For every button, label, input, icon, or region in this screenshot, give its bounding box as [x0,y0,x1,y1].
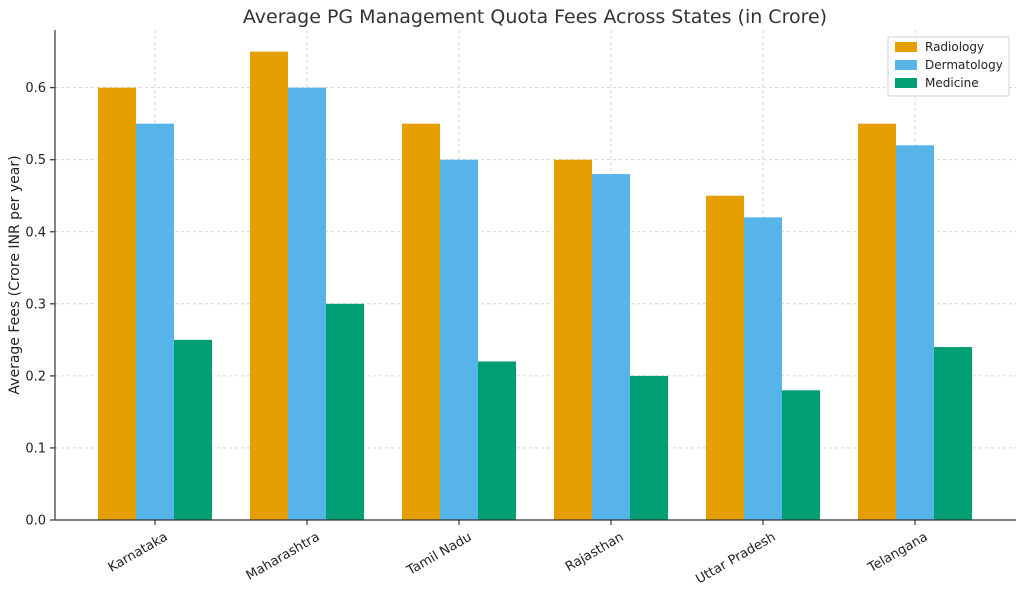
legend: Radiology Dermatology Medicine [887,36,1010,97]
y-tick-label: 0.5 [25,153,46,168]
bar-dermatology-rajasthan [592,174,630,520]
y-tick-label: 0.1 [25,441,46,456]
bar-medicine-telangana [934,347,972,520]
bar-medicine-tamil-nadu [478,361,516,520]
legend-label-medicine: Medicine [925,76,979,90]
legend-swatch-radiology [895,42,917,52]
bar-radiology-rajasthan [554,159,592,521]
bar-medicine-uttar-pradesh [782,390,820,520]
x-tick-label: Telangana [865,530,931,576]
y-axis-label: Average Fees (Crore INR per year) [7,155,23,394]
bar-dermatology-tamil-nadu [440,159,478,521]
x-tick-label: Uttar Pradesh [694,530,779,588]
bars-layer [98,51,972,521]
bar-medicine-rajasthan [630,375,668,520]
chart-title: Average PG Management Quota Fees Across … [243,6,827,28]
legend-swatch-medicine [895,78,917,88]
legend-label-radiology: Radiology [925,40,984,54]
x-ticks: Karnataka Maharashtra Tamil Nadu Rajasthan U… [106,520,931,588]
y-tick-label: 0.4 [25,225,46,240]
bar-medicine-karnataka [174,339,212,520]
bar-radiology-telangana [858,123,896,521]
y-tick-label: 0.6 [25,81,46,96]
legend-box [887,36,1010,97]
bar-dermatology-telangana [896,145,934,520]
bar-radiology-maharashtra [250,51,288,520]
bar-radiology-tamil-nadu [402,123,440,521]
legend-swatch-dermatology [895,60,917,70]
y-tick-label: 0.0 [25,514,46,529]
y-tick-label: 0.2 [25,369,46,384]
bar-radiology-karnataka [98,87,136,520]
x-tick-label: Tamil Nadu [404,530,475,579]
bar-radiology-uttar-pradesh [706,195,744,520]
x-tick-label: Maharashtra [244,530,323,584]
bar-medicine-maharashtra [326,303,364,520]
y-ticks: 0.0 0.1 0.2 0.3 0.4 0.5 0.6 [25,81,55,529]
y-tick-label: 0.3 [25,297,46,312]
bar-dermatology-uttar-pradesh [744,217,782,520]
x-tick-label: Rajasthan [563,530,626,575]
x-tick-label: Karnataka [106,530,171,576]
bar-dermatology-karnataka [136,123,174,521]
bar-dermatology-maharashtra [288,87,326,520]
legend-label-dermatology: Dermatology [925,58,1003,72]
